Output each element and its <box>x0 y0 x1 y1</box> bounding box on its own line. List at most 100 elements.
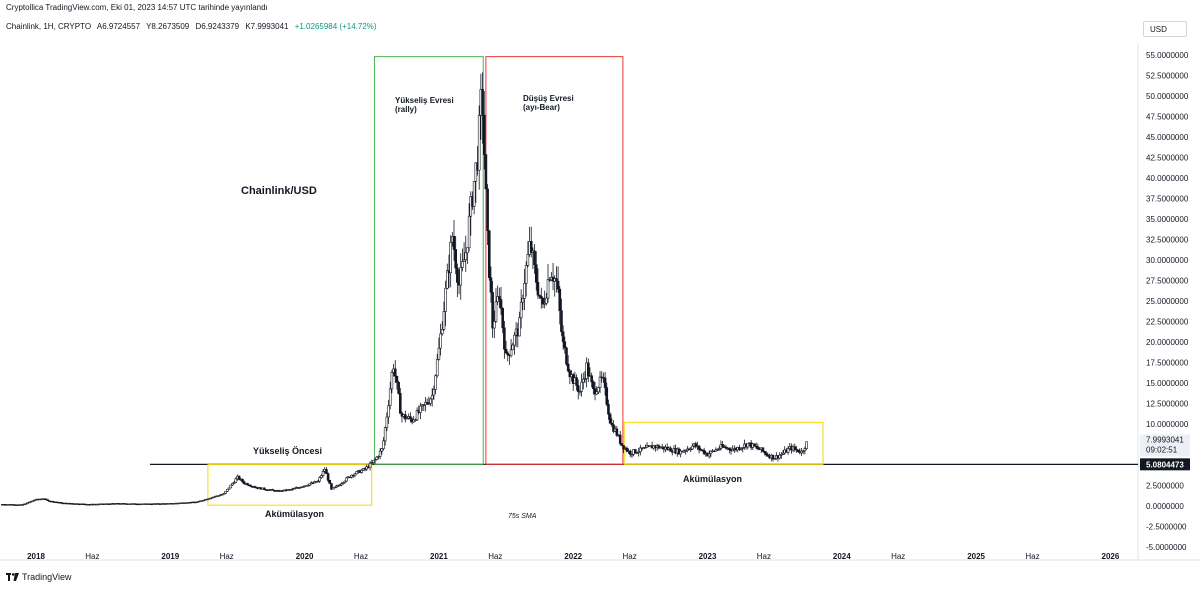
candle-body <box>565 347 568 365</box>
candle-body <box>541 298 545 305</box>
rally-phase-box[interactable] <box>373 56 484 465</box>
candle-body <box>372 460 375 463</box>
candle-body <box>456 267 459 283</box>
x-tick-label: Haz <box>488 552 502 561</box>
candle-body <box>560 310 563 333</box>
candle-body <box>432 389 436 396</box>
candle-body <box>434 375 437 390</box>
candle-body <box>498 296 501 300</box>
candle-body <box>482 114 486 155</box>
last-price-label: 7.9993041 <box>1146 435 1184 444</box>
x-tick-label: 2023 <box>699 552 717 561</box>
candle-body <box>803 448 807 452</box>
y-tick-label: 42.5000000 <box>1146 154 1189 163</box>
candle-body <box>781 452 785 455</box>
candle-body <box>608 413 612 424</box>
candle-body <box>345 477 348 482</box>
candle-body <box>467 215 471 249</box>
candle-body <box>360 469 363 473</box>
candle-body <box>232 482 236 484</box>
published-header: Cryptollica TradingView.com, Eki 01, 202… <box>6 3 268 12</box>
symbol-label[interactable]: Chainlink, 1H, CRYPTO <box>6 22 92 31</box>
candle-body <box>612 424 615 432</box>
candle-body <box>234 478 238 483</box>
candle-body <box>800 450 803 454</box>
candle-body <box>449 241 452 274</box>
candle-body <box>634 449 637 454</box>
accumulation-box-2[interactable] <box>623 421 824 465</box>
brand-label[interactable]: TradingView <box>22 572 72 582</box>
candle-body <box>607 404 610 415</box>
candle-body <box>415 410 419 421</box>
last-price-label-bg <box>1140 434 1190 457</box>
countdown-label: 09:02:51 <box>1146 445 1178 454</box>
candle-body <box>242 481 246 485</box>
candle-body <box>543 302 546 305</box>
candle-body <box>518 317 521 337</box>
candle-body <box>761 447 765 452</box>
candle-body <box>466 247 469 254</box>
candle-body <box>524 265 528 284</box>
candle-body <box>618 434 622 444</box>
candle-body <box>558 288 562 311</box>
candle-body <box>474 162 478 182</box>
candle-body <box>540 296 543 299</box>
candle-body <box>566 363 570 372</box>
x-tick-label: Haz <box>757 552 771 561</box>
candle-body <box>669 447 672 452</box>
bear-phase-box[interactable] <box>485 56 624 465</box>
y-tick-label: 22.5000000 <box>1146 318 1189 327</box>
x-tick-label: 2026 <box>1102 552 1120 561</box>
candle-body <box>375 456 379 460</box>
candle-body <box>263 487 266 490</box>
open-value: A6.9724557 <box>96 22 141 31</box>
candle-body <box>340 483 343 486</box>
candle-body <box>318 477 322 482</box>
candle-body <box>445 270 449 289</box>
candle-body <box>442 311 446 330</box>
candle-body <box>202 499 206 502</box>
candle-body <box>766 454 770 457</box>
candle-body <box>771 454 775 460</box>
candle-body <box>404 414 407 420</box>
y-tick-label: 40.0000000 <box>1146 174 1189 183</box>
candle-body <box>333 486 337 489</box>
x-tick-label: Haz <box>1025 552 1039 561</box>
candle-body <box>462 259 466 262</box>
candle-body <box>437 347 441 360</box>
candle-body <box>486 188 489 231</box>
accumulation-box-1[interactable] <box>207 464 373 506</box>
candle-body <box>435 359 439 377</box>
x-tick-label: 2019 <box>161 552 179 561</box>
y-tick-label: 35.0000000 <box>1146 215 1189 224</box>
candle-body <box>721 444 724 448</box>
candle-body <box>246 483 249 486</box>
level-price-label-bg <box>1140 458 1190 471</box>
rally-phase-label: Yükseliş Evresi <box>395 96 454 105</box>
candle-body <box>492 321 496 329</box>
candle-body <box>503 327 506 350</box>
currency-selector[interactable]: USD <box>1143 21 1187 37</box>
candle-body <box>568 370 572 378</box>
candle-body <box>615 428 619 436</box>
candle-body <box>575 377 578 386</box>
candle-body <box>610 422 614 426</box>
candle-body <box>316 480 320 483</box>
x-tick-label: 2021 <box>430 552 448 561</box>
candle-body <box>523 283 526 299</box>
candle-body <box>731 449 734 452</box>
candle-body <box>226 488 229 492</box>
candle-body <box>221 493 224 496</box>
y-tick-label: 10.0000000 <box>1146 420 1189 429</box>
candle-body <box>241 478 244 483</box>
candle-body <box>452 236 456 250</box>
candle-body <box>383 427 387 442</box>
candle-body <box>707 453 711 457</box>
candle-body <box>509 349 513 357</box>
y-tick-label: 55.0000000 <box>1146 51 1189 60</box>
candle-body <box>717 448 721 450</box>
candle-body <box>377 456 380 458</box>
tradingview-logo-icon <box>6 572 19 582</box>
candle-body <box>716 449 719 451</box>
